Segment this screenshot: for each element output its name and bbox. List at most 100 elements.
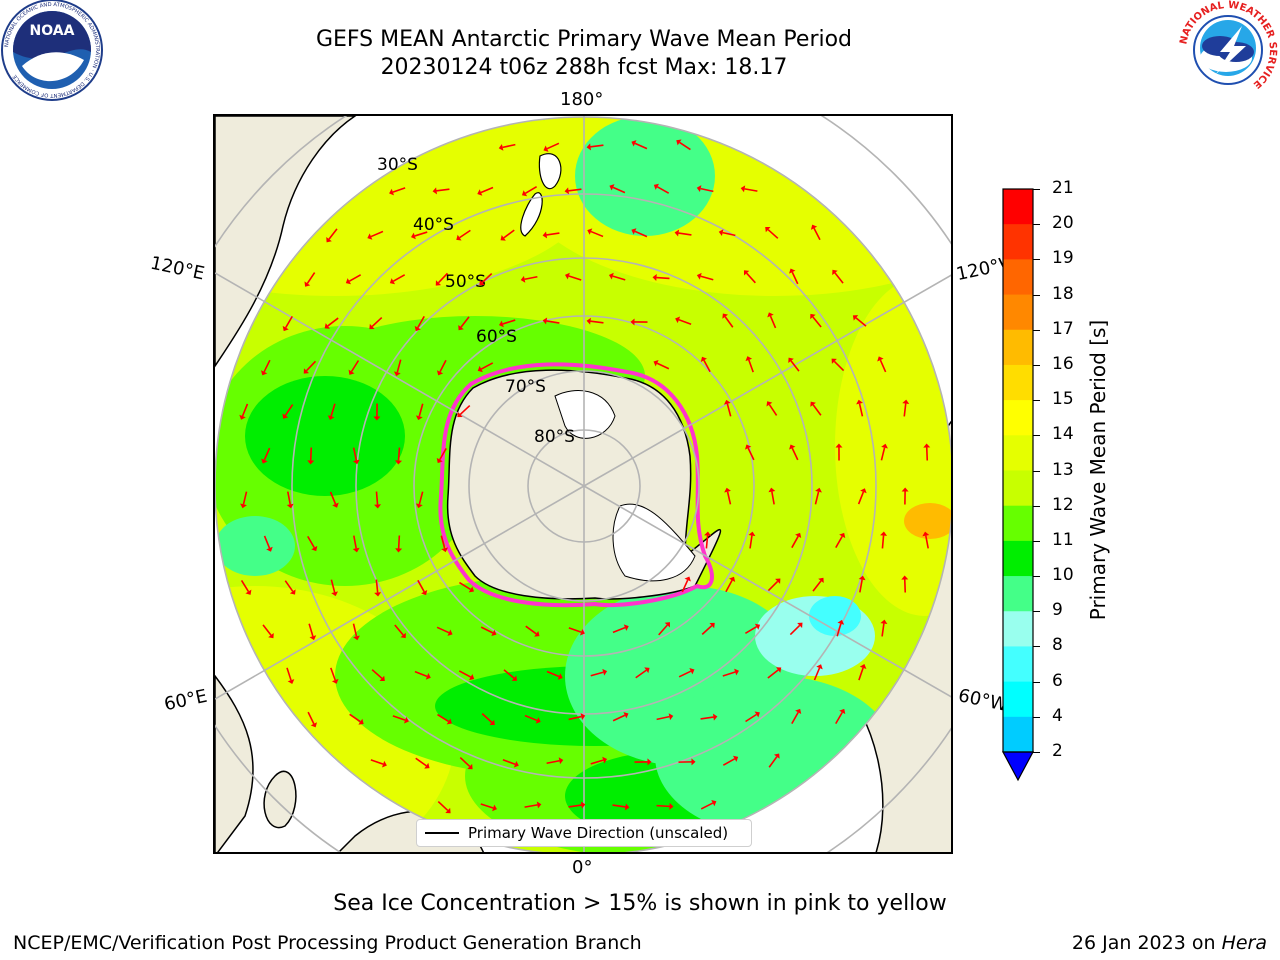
wave-arrow-head bbox=[358, 718, 364, 725]
wave-arrow-head bbox=[489, 719, 495, 726]
wave-arrow-shaft bbox=[418, 491, 424, 505]
wave-arrow-shaft bbox=[480, 186, 494, 194]
wave-arrow-shaft bbox=[705, 535, 709, 549]
wave-arrow-head bbox=[609, 184, 615, 191]
colorbar-band bbox=[1003, 681, 1033, 718]
wave-arrow-head bbox=[457, 411, 463, 418]
wave-arrow-shaft bbox=[722, 671, 736, 677]
wave-arrow-head bbox=[374, 592, 382, 597]
wave-arrow-head bbox=[458, 324, 464, 331]
wave-arrow-head bbox=[389, 278, 396, 285]
wave-arrow-head bbox=[775, 578, 781, 584]
wave-arrow-shaft bbox=[437, 800, 449, 812]
wave-arrow-head bbox=[564, 272, 570, 280]
wave-arrow-shaft bbox=[546, 759, 560, 765]
wave-arrow-head bbox=[436, 370, 444, 376]
wave-arrow-head bbox=[415, 415, 423, 421]
colorbar-tick-mark bbox=[1033, 576, 1040, 578]
wave-arrow-shaft bbox=[375, 579, 379, 593]
wave-arrow-shaft bbox=[568, 275, 582, 281]
wave-arrow-shaft bbox=[768, 404, 778, 416]
wave-arrow-shaft bbox=[437, 713, 449, 723]
wave-arrow-shaft bbox=[352, 623, 358, 637]
wave-arrow-head bbox=[901, 575, 909, 580]
wave-arrow-head bbox=[766, 401, 773, 407]
wave-arrow-shaft bbox=[678, 670, 692, 678]
wave-arrow-head bbox=[860, 488, 867, 494]
wave-arrow-head bbox=[542, 317, 548, 325]
wave-arrow-head bbox=[795, 708, 802, 715]
wave-arrow-shaft bbox=[285, 315, 293, 329]
wave-arrow-head bbox=[287, 679, 295, 684]
wave-arrow-shaft bbox=[590, 230, 604, 238]
wave-arrow-head bbox=[902, 399, 910, 404]
wave-arrow-shaft bbox=[439, 447, 447, 461]
wave-arrow-shaft bbox=[525, 625, 537, 635]
wave-arrow-head bbox=[521, 190, 528, 197]
wave-arrow-head bbox=[395, 460, 403, 465]
wave-arrow-shaft bbox=[396, 359, 402, 373]
wave-arrow-head bbox=[500, 235, 506, 241]
colorbar-tick-label: 11 bbox=[1052, 529, 1074, 550]
wave-arrow-head bbox=[432, 187, 438, 195]
wave-arrow-head bbox=[373, 416, 381, 421]
wave-arrow-head bbox=[630, 318, 635, 326]
footer-date-text: 26 Jan 2023 on bbox=[1071, 932, 1222, 954]
wave-arrow-head bbox=[745, 356, 753, 362]
wave-arrow-head bbox=[400, 632, 406, 639]
wave-arrow-head bbox=[492, 804, 498, 812]
wave-arrow-head bbox=[711, 799, 717, 807]
wave-arrow-shaft bbox=[747, 447, 755, 461]
nws-logo: NATIONAL WEATHER SERVICE bbox=[1178, 0, 1278, 98]
wave-arrow-shaft bbox=[703, 359, 711, 373]
lon-label-180: 180° bbox=[560, 89, 604, 110]
wave-arrow-shaft bbox=[546, 670, 560, 678]
graticule bbox=[215, 116, 951, 852]
wave-arrow-head bbox=[282, 413, 289, 419]
wave-arrow-head bbox=[732, 755, 739, 762]
wave-arrow-head bbox=[734, 668, 740, 676]
wave-arrow-shaft bbox=[480, 626, 494, 634]
colorbar-band bbox=[1003, 716, 1033, 753]
wave-arrow-head bbox=[748, 531, 756, 537]
wave-arrow-head bbox=[389, 188, 394, 196]
wave-arrow-shaft bbox=[397, 535, 401, 549]
wave-arrow-shaft bbox=[767, 669, 779, 679]
wave-arrow-shaft bbox=[724, 316, 734, 328]
wave-arrow-shaft bbox=[656, 804, 670, 808]
wave-arrow-head bbox=[445, 807, 451, 814]
wave-arrow-head bbox=[797, 622, 803, 628]
colorbar-band bbox=[1003, 364, 1033, 401]
wave-arrow-shaft bbox=[546, 320, 560, 324]
colorbar-band bbox=[1003, 646, 1033, 683]
wave-arrow-shaft bbox=[726, 403, 732, 417]
wave-arrow-head bbox=[789, 444, 796, 450]
wave-arrow-shaft bbox=[417, 315, 425, 329]
colorbar-band bbox=[1003, 611, 1033, 647]
wave-arrow-shaft bbox=[480, 803, 494, 809]
wave-arrow-head bbox=[877, 356, 884, 362]
wave-arrow-head bbox=[675, 316, 681, 324]
wave-arrow-shaft bbox=[749, 535, 753, 549]
wave-arrow-shaft bbox=[458, 670, 472, 678]
wave-arrow-head bbox=[542, 231, 548, 239]
colorbar-band bbox=[1003, 505, 1033, 542]
wave-arrow-head bbox=[374, 504, 382, 509]
colorbar-tick-label: 20 bbox=[1052, 213, 1074, 234]
wave-arrow-head bbox=[468, 586, 474, 593]
wave-arrow-shaft bbox=[612, 714, 626, 722]
wave-arrow-head bbox=[644, 667, 650, 674]
colorbar-tick-mark bbox=[1033, 189, 1040, 190]
wave-arrow-shaft bbox=[700, 802, 714, 810]
colorbar-tick-label: 16 bbox=[1052, 353, 1074, 374]
lat-label-80s: 80°S bbox=[534, 427, 575, 447]
wave-arrow-shaft bbox=[855, 317, 867, 327]
colorbar-tick-label: 2 bbox=[1052, 741, 1063, 761]
australia-land bbox=[215, 116, 357, 368]
wave-arrow-head bbox=[810, 224, 818, 230]
wave-arrow-head bbox=[831, 358, 837, 364]
wave-arrow-shaft bbox=[744, 626, 758, 634]
wave-arrow-shaft bbox=[746, 272, 756, 284]
wave-arrow-shaft bbox=[546, 142, 560, 150]
colorbar-tick-label: 15 bbox=[1052, 389, 1074, 410]
